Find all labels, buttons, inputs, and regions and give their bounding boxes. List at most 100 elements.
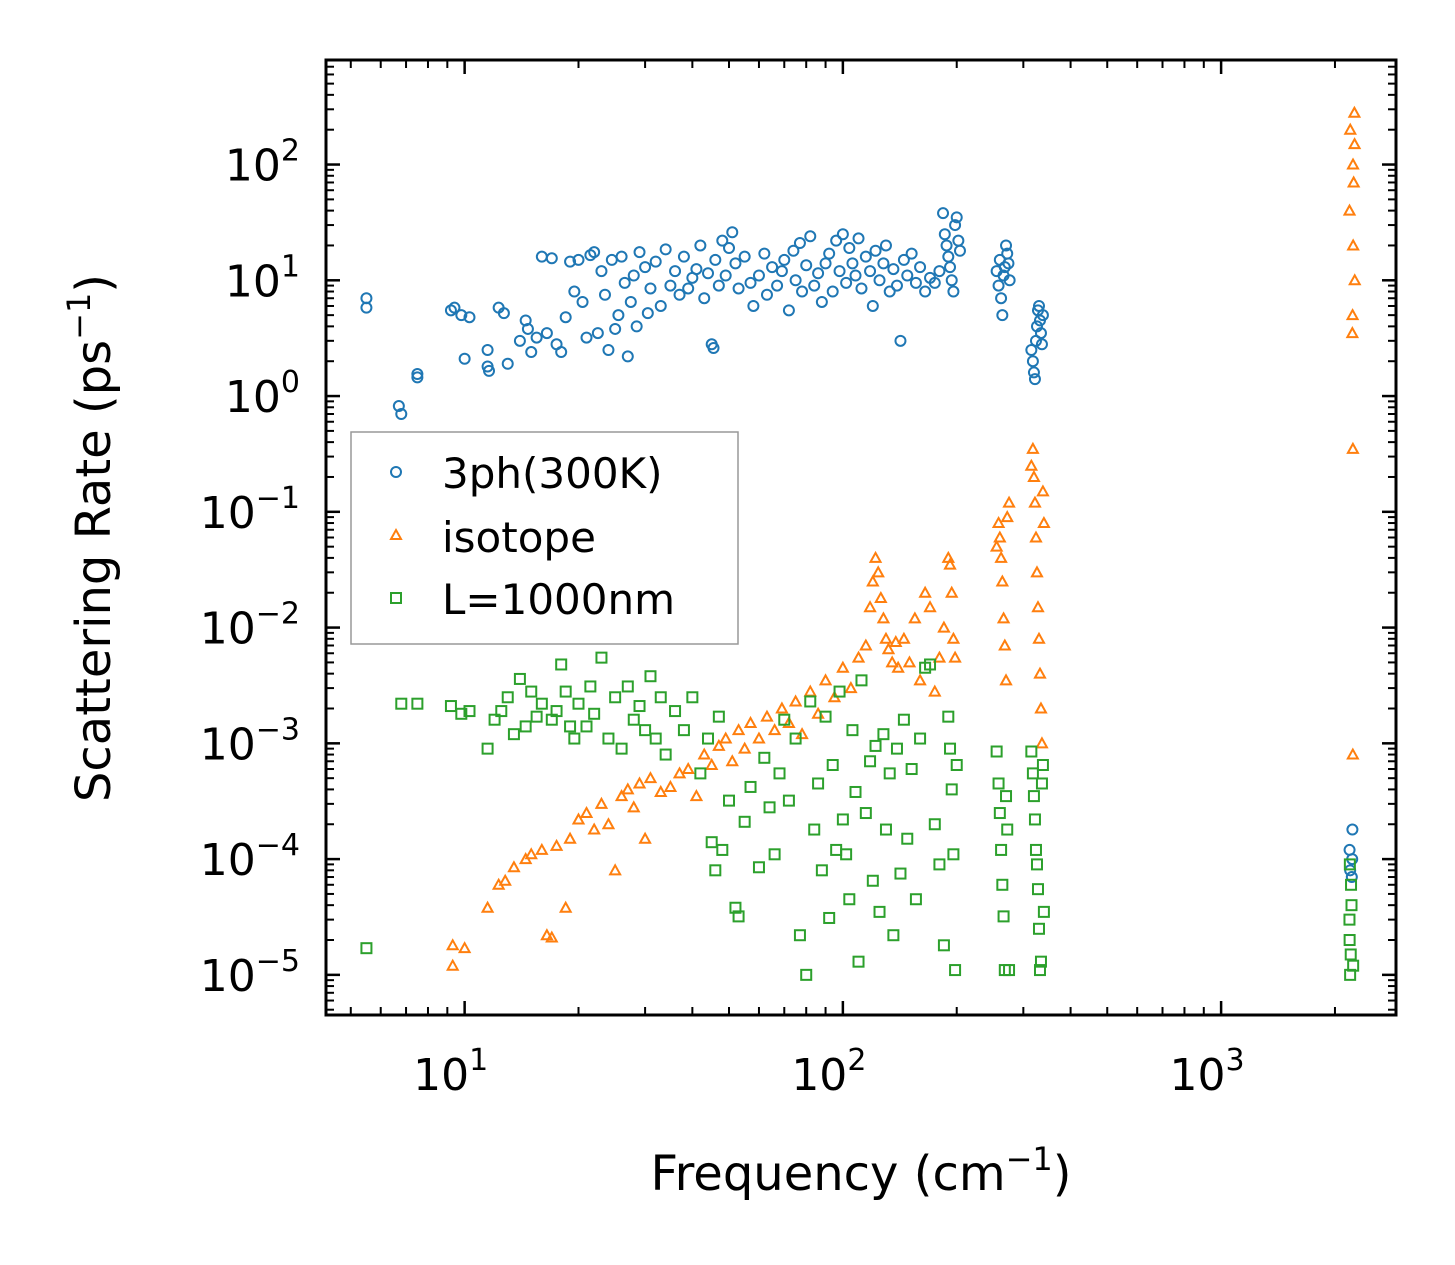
data-point-circle: [826, 285, 839, 298]
data-point-triangle: [1342, 203, 1357, 216]
data-point-triangle: [621, 782, 635, 795]
data-point-square: [879, 823, 892, 836]
data-point-circle: [707, 342, 720, 355]
data-point-square: [928, 818, 941, 831]
data-point-square: [905, 763, 918, 776]
data-point-triangle: [737, 741, 752, 754]
data-point-circle: [938, 228, 951, 241]
data-point-circle: [411, 368, 424, 381]
data-point-circle: [519, 314, 532, 327]
data-point-square: [723, 794, 736, 807]
data-point-circle: [513, 334, 526, 347]
y-tick-label: 101: [225, 249, 300, 307]
data-point-triangle: [876, 611, 891, 624]
data-point-triangle: [760, 709, 774, 722]
data-point-circle: [992, 279, 1005, 292]
data-point-square: [588, 707, 601, 720]
data-point-circle: [953, 244, 966, 257]
data-point-square: [914, 732, 927, 745]
data-point-circle: [481, 343, 494, 356]
data-point-circle: [812, 267, 825, 280]
data-point-circle: [883, 285, 896, 298]
data-point-circle: [411, 371, 424, 384]
data-point-square: [568, 732, 581, 745]
x-axis-label-end: ): [1053, 1146, 1072, 1202]
data-point-square: [793, 929, 806, 942]
data-point-square: [1027, 790, 1040, 803]
data-point-triangle: [948, 650, 962, 663]
data-point-triangle: [943, 557, 957, 570]
data-point-square: [887, 929, 900, 942]
y-axis-label-end: ): [66, 274, 122, 293]
data-point-circle: [1036, 309, 1049, 322]
data-point-circle: [950, 211, 963, 224]
data-point-circle: [458, 352, 471, 365]
data-point-square: [535, 697, 548, 710]
data-point-circle: [535, 250, 548, 263]
data-point-square: [738, 815, 751, 828]
data-point-circle: [998, 261, 1011, 274]
data-point-square: [609, 691, 622, 704]
y-tick-label: 10−1: [200, 481, 300, 539]
data-point-square: [444, 700, 457, 713]
data-point-circle: [855, 282, 868, 295]
data-point-circle: [869, 244, 882, 257]
data-point-triangle: [996, 611, 1011, 624]
data-point-square: [513, 672, 526, 685]
legend-label-3ph: 3ph(300K): [442, 449, 662, 498]
data-point-square: [1035, 777, 1048, 790]
data-point-triangle: [1346, 441, 1360, 454]
legend-label-boundary: L=1000nm: [442, 575, 675, 624]
data-point-triangle: [1002, 495, 1016, 508]
data-point-triangle: [563, 831, 577, 844]
data-point-circle: [595, 265, 608, 278]
data-point-square: [639, 724, 652, 737]
data-point-triangle: [1031, 600, 1045, 613]
data-point-square: [488, 713, 501, 726]
data-point-circle: [787, 244, 800, 257]
data-point-triangle: [1034, 701, 1048, 714]
data-point-triangle: [879, 631, 893, 644]
data-point-triangle: [897, 631, 911, 644]
data-point-square: [996, 878, 1009, 891]
data-point-circle: [644, 282, 657, 295]
data-point-square: [990, 745, 1003, 758]
data-point-square: [732, 910, 745, 923]
data-point-square: [789, 732, 802, 745]
data-point-square: [411, 697, 424, 710]
data-point-circle: [497, 307, 510, 320]
data-point-circle: [694, 239, 707, 252]
data-point-triangle: [1346, 175, 1361, 188]
data-point-circle: [928, 276, 941, 289]
data-point-triangle: [1030, 565, 1044, 578]
data-point-triangle: [885, 655, 899, 668]
data-point-triangle: [594, 796, 609, 809]
legend-entry-3ph: 3ph(300K): [390, 449, 662, 498]
data-point-triangle: [571, 812, 586, 825]
data-point-square: [869, 739, 882, 752]
data-point-triangle: [627, 800, 641, 813]
data-point-square: [705, 836, 718, 849]
data-point-circle: [709, 253, 722, 266]
data-point-circle: [481, 360, 494, 373]
data-point-square: [559, 685, 572, 698]
data-point-circle: [621, 350, 634, 363]
data-point-circle: [1028, 373, 1041, 386]
data-point-square: [859, 807, 872, 820]
data-point-circle: [673, 288, 686, 301]
data-point-circle: [630, 320, 643, 333]
data-point-square: [877, 728, 890, 741]
data-point-triangle: [1000, 510, 1014, 523]
data-point-triangle: [1347, 137, 1362, 150]
data-point-triangle: [752, 731, 766, 744]
data-point-circle: [897, 253, 910, 266]
data-point-triangle: [998, 638, 1012, 651]
data-point-square: [507, 728, 520, 741]
data-point-square: [992, 777, 1005, 790]
data-point-square: [495, 705, 508, 718]
data-point-circle: [859, 250, 872, 263]
data-point-triangle: [681, 761, 695, 775]
data-point-circle: [627, 269, 640, 282]
data-point-circle: [702, 267, 715, 280]
data-point-square: [901, 832, 914, 845]
